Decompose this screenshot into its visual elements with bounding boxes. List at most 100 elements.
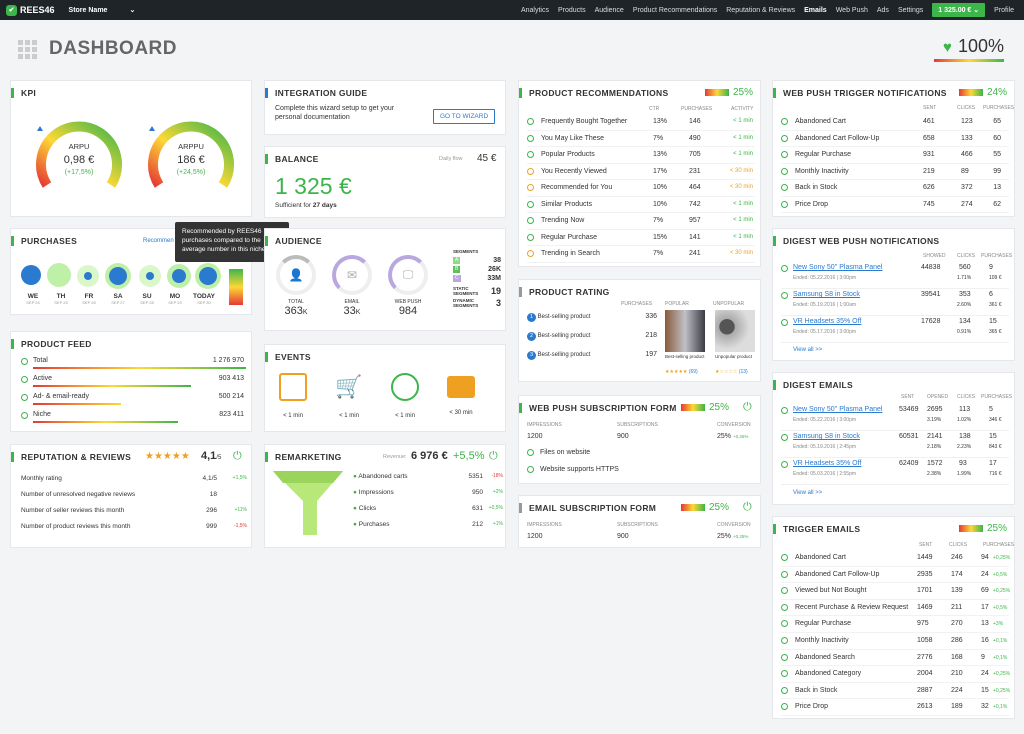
purchases-value: 146 (689, 118, 701, 125)
trigger-email-row[interactable]: Back in Stock 2887 224 15 +0,25% (781, 683, 1010, 700)
clicks-value: 372 (961, 184, 973, 191)
digest-title-link[interactable]: Samsung S8 in Stock (793, 433, 860, 440)
recommendation-row[interactable]: Trending Now 7% 957 < 1 min (527, 213, 755, 230)
trigger-email-row[interactable]: Price Drop 2613 189 32 +0,1% (781, 699, 1009, 716)
audience-unit: K (302, 309, 308, 316)
digest-row[interactable]: New Sony 50'' Plasma Panel Ended: 05.22.2… (781, 262, 1009, 289)
day-bubble[interactable] (47, 263, 71, 287)
balance-button[interactable]: 1 325.00 € ⌄ (932, 3, 986, 17)
col-header: PURCHASES (981, 253, 1013, 259)
power-icon (781, 167, 788, 175)
power-icon[interactable]: ⏻ (743, 401, 752, 413)
remarketing-label: Abandoned carts (358, 473, 408, 480)
page-header: DASHBOARD (18, 38, 177, 60)
page-title: DASHBOARD (49, 38, 177, 59)
power-icon[interactable]: ⏻ (743, 501, 752, 513)
trigger-row[interactable]: Price Drop 745 274 62 (781, 197, 1009, 213)
trigger-label: Regular Purchase (795, 620, 852, 628)
nav-reputation-reviews[interactable]: Reputation & Reviews (726, 6, 796, 14)
segment-key: C (453, 275, 461, 282)
power-icon[interactable]: ⏻ (233, 450, 242, 462)
trigger-email-row[interactable]: Abandoned Cart 1449 246 94 +0,25% (781, 550, 1010, 567)
popular-product-image[interactable] (665, 310, 705, 352)
remarketing-delta: +0,5% (488, 505, 503, 511)
recommended-link[interactable]: Recommen (143, 238, 174, 244)
grid-icon[interactable] (18, 39, 37, 59)
recommendation-row[interactable]: Trending in Search 7% 241 < 30 min (527, 246, 755, 263)
trigger-row[interactable]: Abandoned Cart 461 123 65 (781, 114, 1009, 131)
digest-row[interactable]: VR Headsets 35% Off Ended: 05.17.2016 | 3… (781, 316, 1009, 343)
trigger-email-row[interactable]: Viewed but Not Bought 1701 139 69 +0,25% (781, 583, 1010, 600)
recommendation-row[interactable]: Recommended for You 10% 464 < 30 min (527, 180, 755, 197)
conversion-delta: +0,25% (733, 534, 749, 539)
recommendation-row[interactable]: You Recently Viewed 17% 231 < 30 min (527, 164, 755, 180)
nav-product-recommendations[interactable]: Product Recommendations (632, 6, 718, 14)
view-all-link[interactable]: View all >> (793, 347, 823, 353)
static-segments-label: STATIC SEGMENTS (453, 286, 479, 296)
day-bubble[interactable] (21, 265, 41, 285)
recommendation-row[interactable]: You May Like These 7% 490 < 1 min (527, 131, 755, 147)
digest-row[interactable]: Samsung S8 in Stock Ended: 05.19.2016 | 1… (781, 289, 1009, 316)
trigger-row[interactable]: Monthly Inactivity 219 89 99 (781, 164, 1009, 180)
unpopular-product-image[interactable] (715, 310, 755, 352)
dot-icon: ● (353, 473, 357, 480)
trigger-email-row[interactable]: Recent Purchase & Review Request 1469 211 1… (781, 600, 1009, 617)
monitor-icon: 🖵 (388, 255, 428, 295)
nav-analytics[interactable]: Analytics (520, 6, 549, 14)
trigger-row[interactable]: Back in Stock 626 372 13 (781, 180, 1009, 197)
nav-ads[interactable]: Ads (876, 6, 889, 14)
purchases-value: 15 (981, 686, 989, 694)
nav-web-push[interactable]: Web Push (835, 6, 868, 14)
digest-row[interactable]: Samsung S8 in Stock Ended: 05.19.2016 | 2… (781, 431, 1009, 458)
col-header: CLICKS (957, 394, 976, 400)
digest-title-link[interactable]: VR Headsets 35% Off (793, 460, 862, 467)
sent-value: 1701 (917, 587, 933, 595)
segment-value: 26K (488, 266, 501, 273)
ctr-value: 7% (653, 250, 664, 257)
power-icon (527, 217, 534, 224)
trigger-email-row[interactable]: Abandoned Cart Follow-Up 2935 174 24 +0,5% (781, 567, 1009, 584)
recommendation-row[interactable]: Popular Products 13% 705 < 1 min (527, 147, 755, 164)
purchases-delta: +0,1% (993, 704, 1008, 711)
event-item: < 1 min (391, 373, 419, 419)
niche-comparison-bar (229, 269, 243, 305)
nav-profile[interactable]: Profile (994, 6, 1014, 14)
trigger-email-row[interactable]: Abandoned Search 2776 168 9 +0,1% (781, 650, 1009, 667)
purchases-value: 490 (689, 134, 701, 142)
view-all-link[interactable]: View all >> (793, 490, 823, 496)
go-to-wizard-button[interactable]: GO TO WIZARD (433, 109, 496, 124)
brand-logo[interactable]: ✔ REES46 (6, 4, 55, 16)
nav-settings[interactable]: Settings (897, 6, 924, 14)
nav-emails[interactable]: Emails (804, 6, 827, 14)
digest-title-link[interactable]: New Sony 50'' Plasma Panel (793, 406, 883, 413)
store-selector[interactable]: Store Name ⌄ (69, 6, 136, 15)
trigger-email-row[interactable]: Monthly Inactivity 1058 286 16 +0,1% (781, 633, 1009, 650)
purchases-value: 24 (981, 570, 989, 578)
clicks-value: 133 (961, 134, 973, 142)
check-label: Files on website (540, 449, 591, 456)
clock-icon (527, 184, 534, 191)
daily-flow-label: Daily flow (439, 156, 463, 162)
rating-stars: ★★★★★ (145, 451, 190, 462)
trigger-email-row[interactable]: Abandoned Category 2004 210 24 +0,25% (781, 666, 1010, 683)
recommendation-row[interactable]: Similar Products 10% 742 < 1 min (527, 197, 755, 213)
recommendation-row[interactable]: Frequently Bought Together 13% 146 < 1 min (527, 114, 755, 131)
integration-card: INTEGRATION GUIDE Complete this wizard s… (264, 80, 506, 135)
trigger-email-row[interactable]: Regular Purchase 975 270 13 +3% (781, 616, 1009, 633)
col-header: UNPOPULAR (713, 301, 745, 307)
power-icon[interactable]: ⏻ (489, 450, 498, 462)
digest-row[interactable]: VR Headsets 35% Off Ended: 05.03.2016 | 2… (781, 458, 1009, 485)
digest-title-link[interactable]: Samsung S8 in Stock (793, 291, 860, 298)
recommendation-label: Similar Products (541, 200, 592, 208)
check-icon (527, 449, 534, 456)
popular-stars: ★★★★★ (69) (665, 369, 698, 375)
segment-key: B (453, 266, 461, 273)
nav-audience[interactable]: Audience (594, 6, 624, 14)
digest-title-link[interactable]: New Sony 50'' Plasma Panel (793, 264, 883, 271)
digest-title-link[interactable]: VR Headsets 35% Off (793, 318, 862, 325)
nav-products[interactable]: Products (557, 6, 586, 14)
trigger-row[interactable]: Abandoned Cart Follow-Up 658 133 60 (781, 131, 1009, 147)
trigger-row[interactable]: Regular Purchase 931 466 55 (781, 147, 1009, 164)
recommendation-row[interactable]: Regular Purchase 15% 141 < 1 min (527, 230, 755, 246)
digest-row[interactable]: New Sony 50'' Plasma Panel Ended: 05.22.2… (781, 404, 1009, 431)
